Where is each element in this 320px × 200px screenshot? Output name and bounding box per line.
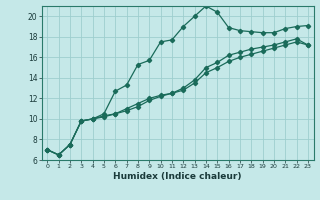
X-axis label: Humidex (Indice chaleur): Humidex (Indice chaleur)	[113, 172, 242, 181]
